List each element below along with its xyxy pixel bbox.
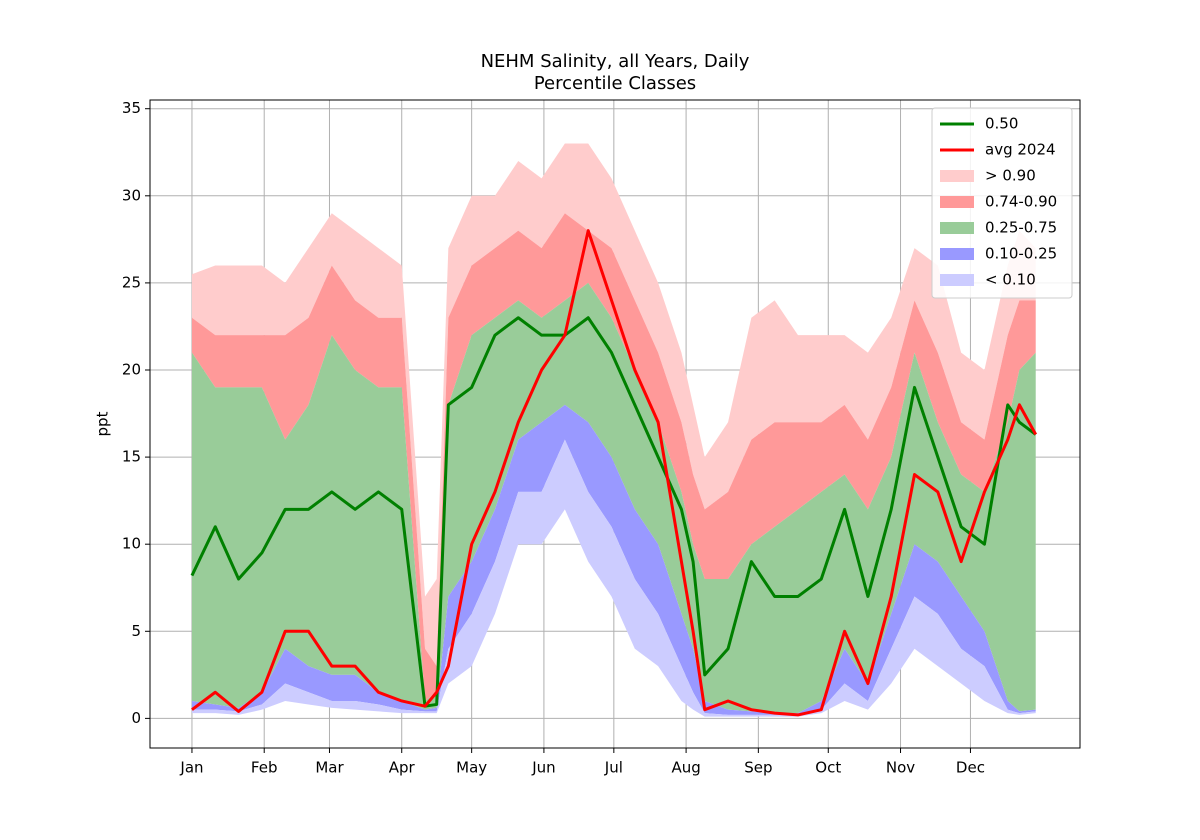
- x-tick-label: Feb: [251, 759, 278, 777]
- x-tick-label: Oct: [815, 759, 841, 777]
- band-area: [191, 439, 1036, 717]
- legend-label: > 0.90: [985, 167, 1036, 185]
- x-tick-label: Mar: [315, 759, 344, 777]
- legend-label: 0.50: [985, 115, 1018, 133]
- chart-title: NEHM Salinity, all Years, Daily: [481, 51, 750, 72]
- x-tick-label: Aug: [671, 759, 700, 777]
- legend-label: 0.25-0.75: [985, 219, 1057, 237]
- series-line: [190, 316, 1037, 708]
- legend-label: avg 2024: [985, 141, 1056, 159]
- legend-swatch: [940, 170, 974, 182]
- y-tick-label: 10: [122, 535, 141, 553]
- y-tick-label: 35: [122, 99, 141, 117]
- x-tick-label: Jul: [604, 759, 623, 777]
- legend-swatch: [940, 196, 974, 208]
- y-tick-label: 0: [131, 709, 141, 727]
- band-area: [191, 282, 1036, 714]
- chart-subtitle: Percentile Classes: [534, 73, 696, 94]
- series-line: [191, 229, 1038, 717]
- legend: 0.50 avg 2024 > 0.90 0.74-0.90 0.25-0.75 0.10…: [931, 107, 1073, 299]
- legend-swatch: [940, 222, 974, 234]
- band-area: [191, 404, 1036, 715]
- y-tick-label: 25: [122, 273, 141, 291]
- x-tick-label: Apr: [389, 759, 416, 777]
- plot-frame: [149, 99, 1081, 749]
- y-tick-label: 30: [122, 186, 141, 204]
- x-tick-label: Jun: [531, 759, 555, 777]
- legend-swatch: [940, 274, 974, 286]
- x-tick-label: Dec: [956, 759, 985, 777]
- legend-label: 0.10-0.25: [985, 245, 1057, 263]
- y-tick-label: 20: [122, 361, 141, 379]
- band-area: [191, 213, 1036, 701]
- x-tick-label: May: [456, 759, 487, 777]
- legend-label: < 0.10: [985, 271, 1036, 289]
- legend-swatch: [940, 248, 974, 260]
- y-tick-label: 15: [122, 448, 141, 466]
- y-tick-label: 5: [131, 622, 141, 640]
- band-area: [191, 143, 1036, 667]
- x-tick-label: Sep: [744, 759, 772, 777]
- legend-label: 0.74-0.90: [985, 193, 1057, 211]
- x-tick-label: Jan: [179, 759, 203, 777]
- plot-area: [190, 143, 1038, 717]
- x-tick-label: Nov: [886, 759, 915, 777]
- y-axis-label: ppt: [94, 411, 112, 436]
